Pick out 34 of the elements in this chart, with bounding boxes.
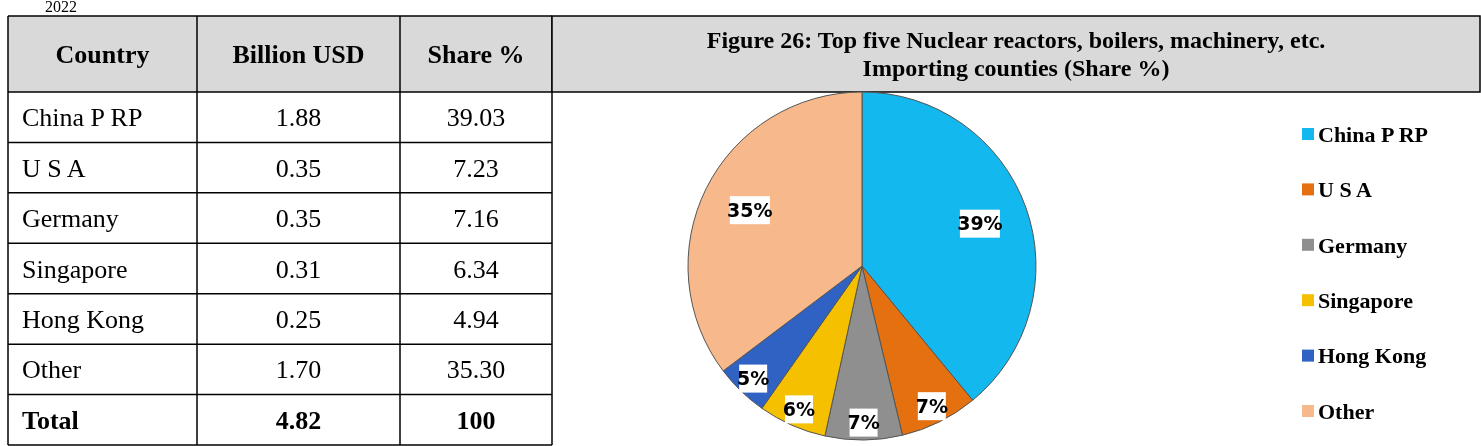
legend-label: Other (1318, 398, 1375, 424)
text: China P RP (22, 103, 143, 133)
legend-label: Germany (1318, 232, 1408, 258)
data-label: 35% (727, 198, 773, 221)
text: Billion USD (232, 40, 365, 70)
text: 0.31 (275, 254, 322, 284)
text: 0.35 (275, 153, 322, 183)
text: Other (22, 355, 82, 385)
text: 7.16 (453, 204, 499, 234)
text: Country (55, 40, 150, 70)
data-label: 7% (847, 411, 880, 434)
text: 6.34 (453, 254, 499, 284)
text: 0.35 (275, 204, 322, 234)
legend-label: U S A (1318, 177, 1372, 203)
text: 1.70 (275, 355, 322, 385)
text: 100 (456, 405, 496, 435)
text: 39.03 (446, 103, 506, 133)
legend-label: Singapore (1318, 287, 1414, 313)
text: 1.88 (275, 103, 322, 133)
chart-title: Figure 26: Top five Nuclear reactors, boilers, machinery, etc. Importing counties (Share %) (706, 27, 1326, 82)
text: 7.23 (453, 153, 499, 183)
text: Hong Kong (22, 305, 145, 335)
text: 4.94 (453, 305, 499, 335)
text: 0.25 (275, 305, 322, 335)
text: 4.82 (275, 405, 322, 435)
legend-label: Hong Kong (1318, 343, 1427, 369)
text: Germany (22, 204, 119, 234)
text: 35.30 (446, 355, 506, 385)
text: Singapore (22, 254, 128, 284)
text: 2022 (45, 0, 77, 15)
text: Total (22, 405, 79, 435)
text: U S A (22, 153, 86, 183)
legend-label: China P RP (1318, 121, 1429, 147)
text: Share % (427, 40, 525, 70)
